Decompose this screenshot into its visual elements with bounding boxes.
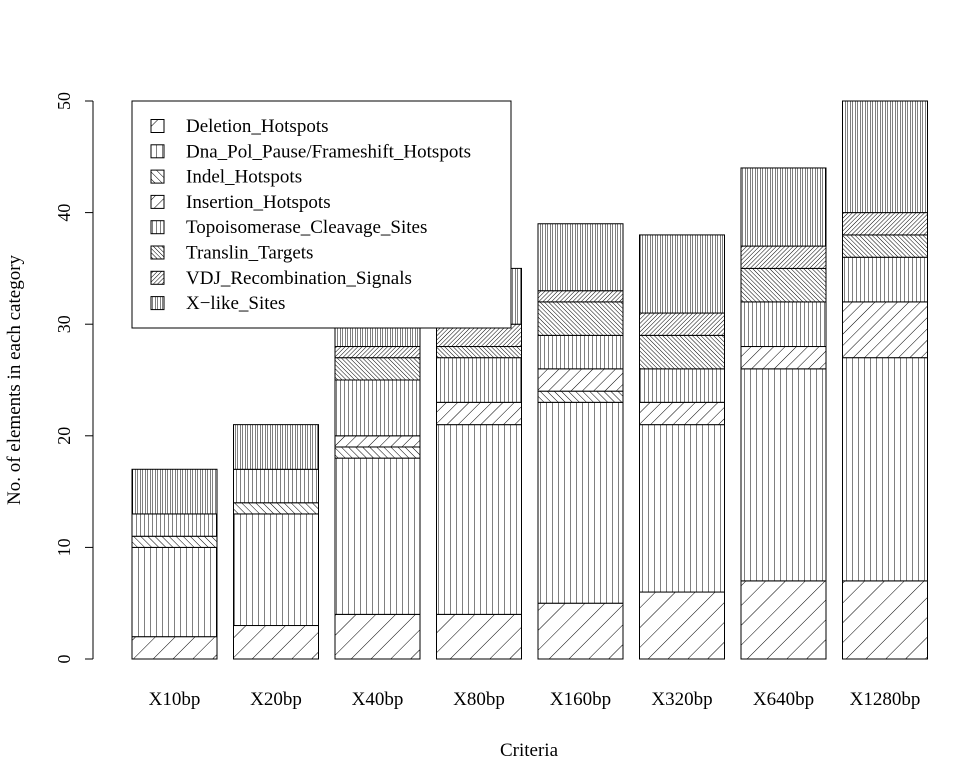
legend-swatch [150, 220, 165, 235]
bar-segment [740, 267, 827, 303]
bar-segment [740, 580, 827, 660]
bar-segment [740, 245, 827, 269]
bar-segment [842, 234, 928, 258]
legend-swatch [150, 119, 165, 133]
x-tick-label: X20bp [250, 689, 302, 710]
bar-segment [537, 334, 624, 370]
bar-segment [436, 424, 522, 615]
bar-segment [334, 457, 421, 615]
bar-segment [334, 357, 421, 381]
bar-segment [740, 301, 827, 348]
x-tick-label: X80bp [453, 689, 505, 710]
bar-segment [436, 613, 522, 660]
x-tick-labels: X10bp X20bp X40bp X80bp X160bp X320bp X640bp X1… [149, 689, 921, 710]
x-tick-label: X1280bp [850, 689, 921, 710]
legend-swatch [150, 296, 165, 311]
bar-segment [842, 256, 928, 303]
bar-segment [131, 535, 218, 548]
bar-segment [639, 591, 725, 660]
legend-items: Deletion_Hotspots Dna_Pol_Pause/Frameshif… [150, 116, 471, 314]
legend-swatch [150, 169, 165, 184]
bar-segment [639, 368, 725, 403]
bar-segment [842, 100, 928, 214]
y-tick-label: 20 [54, 427, 74, 445]
x-tick-label: X160bp [550, 689, 611, 710]
x-tick-label: X40bp [352, 689, 404, 710]
bar-segment [233, 502, 319, 515]
bar-segment [537, 368, 624, 392]
bar-segment [334, 613, 421, 660]
legend-swatch [150, 245, 165, 260]
bar-segment [233, 625, 319, 660]
bar-segment [334, 446, 421, 459]
x-axis-label: Criteria [500, 740, 559, 761]
y-tick-label: 0 [54, 655, 74, 664]
bar-segment [537, 390, 624, 403]
bar-segment [334, 435, 421, 448]
legend: Deletion_Hotspots Dna_Pol_Pause/Frameshif… [131, 100, 512, 329]
bar-segment [639, 312, 725, 336]
bar-segment [639, 424, 725, 593]
legend-label: Translin_Targets [186, 243, 313, 264]
legend-label: Dna_Pol_Pause/Frameshift_Hotspots [186, 141, 471, 162]
bar-segment [334, 346, 421, 359]
bar-segment [537, 602, 624, 660]
bar-segment [537, 223, 624, 292]
bars-layer [131, 100, 928, 660]
bar-segment [639, 334, 725, 370]
bar-segment [740, 167, 827, 247]
bar-segment [131, 636, 218, 660]
legend-swatch [150, 144, 165, 159]
bar-segment [334, 379, 421, 437]
bar-segment [131, 546, 218, 638]
legend-label: Insertion_Hotspots [186, 192, 331, 213]
x-tick-label: X10bp [149, 689, 201, 710]
x-tick-label: X640bp [753, 689, 814, 710]
bar-segment [436, 401, 522, 426]
bar-segment [233, 513, 319, 627]
legend-label: Deletion_Hotspots [186, 116, 329, 137]
legend-swatch [150, 194, 165, 209]
y-axis-label: No. of elements in each category [4, 254, 25, 505]
y-tick-label: 40 [54, 204, 74, 222]
y-tick-label: 30 [54, 315, 74, 333]
bar-segment [639, 401, 725, 426]
bar-segment [537, 290, 624, 303]
y-axis: 0 10 20 30 40 50 [54, 92, 94, 664]
bar-segment [537, 301, 624, 336]
bar-segment [740, 346, 827, 370]
legend-label: Topoisomerase_Cleavage_Sites [186, 217, 427, 238]
legend-label: VDJ_Recombination_Signals [186, 268, 412, 289]
bar-segment [842, 580, 928, 660]
bar-segment [740, 368, 827, 582]
legend-box [131, 100, 512, 329]
bar-segment [639, 234, 725, 314]
x-tick-label: X320bp [651, 689, 712, 710]
y-tick-label: 10 [54, 538, 74, 556]
bar-segment [842, 357, 928, 582]
bar-segment [233, 468, 319, 504]
bar-segment [233, 424, 319, 470]
bar-segment [436, 357, 522, 403]
bar-segment [131, 513, 218, 537]
bar-segment [842, 301, 928, 359]
bar-segment [436, 346, 522, 359]
legend-swatch [150, 270, 165, 285]
bar-segment [537, 401, 624, 604]
legend-label: X−like_Sites [186, 293, 285, 314]
bar-segment [842, 212, 928, 236]
bar-segment [131, 468, 218, 515]
legend-label: Indel_Hotspots [186, 167, 302, 188]
y-tick-label: 50 [54, 92, 74, 110]
